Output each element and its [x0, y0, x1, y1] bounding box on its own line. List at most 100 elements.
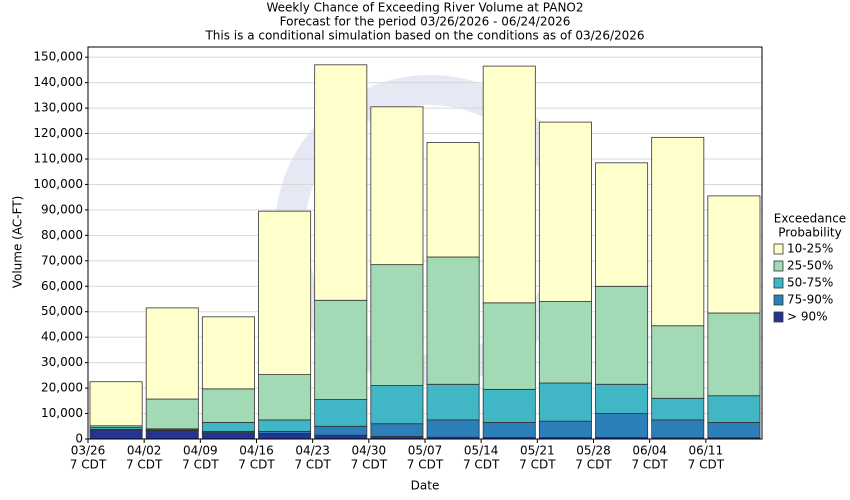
y-tick-label: 140,000 [33, 75, 83, 89]
x-tick-label: 05/07 [408, 444, 443, 458]
x-tick-sublabel: 7 CDT [294, 458, 331, 472]
bar-segment [651, 419, 705, 439]
y-tick-label: 20,000 [41, 381, 83, 395]
bar-segment [538, 382, 592, 422]
bar-segment [651, 136, 705, 327]
bar-segment [89, 429, 143, 440]
chart-subtitle: Forecast for the period 03/26/2026 - 06/… [280, 15, 571, 29]
x-tick-label: 04/30 [352, 444, 387, 458]
bar-segment [651, 397, 705, 421]
bar-segment [595, 413, 649, 438]
bar-segment [707, 395, 761, 423]
x-tick-sublabel: 7 CDT [70, 458, 107, 472]
bar-segment [201, 388, 255, 423]
y-tick-label: 50,000 [41, 304, 83, 318]
legend-label: > 90% [787, 310, 828, 324]
bar-segment [314, 299, 368, 400]
x-tick-sublabel: 7 CDT [238, 458, 275, 472]
x-tick-label: 04/02 [127, 444, 162, 458]
bar-segment [201, 422, 255, 432]
bar-segment [314, 425, 368, 436]
x-tick-sublabel: 7 CDT [631, 458, 668, 472]
bar-segment [426, 256, 480, 385]
x-tick-label: 05/21 [520, 444, 555, 458]
bar-segment [201, 316, 255, 390]
bar-segment [707, 195, 761, 314]
bar-segment [595, 383, 649, 414]
x-tick-sublabel: 7 CDT [182, 458, 219, 472]
bar-segment [370, 106, 424, 266]
legend-title: Exceedance [774, 212, 846, 226]
bar-segment [426, 419, 480, 438]
y-tick-label: 60,000 [41, 279, 83, 293]
y-tick-label: 10,000 [41, 406, 83, 420]
bar-segment [258, 210, 312, 376]
y-tick-label: 100,000 [33, 177, 83, 191]
y-tick-label: 40,000 [41, 330, 83, 344]
legend-swatch [773, 277, 784, 289]
legend-label: 10-25% [787, 242, 833, 256]
x-tick-label: 03/26 [71, 444, 106, 458]
bar-segment [145, 430, 199, 440]
bar-segment [201, 432, 255, 440]
bar-segment [370, 385, 424, 425]
bar-segment [538, 420, 592, 438]
y-tick-label: 150,000 [33, 50, 83, 64]
legend-label: 25-50% [787, 259, 833, 273]
chart-subtitle: This is a conditional simulation based o… [204, 29, 644, 43]
bar-segment [595, 285, 649, 385]
x-tick-label: 05/14 [464, 444, 499, 458]
bar-segment [258, 374, 312, 421]
bar-segment [314, 64, 368, 301]
bar-segment [482, 388, 536, 423]
bar-segment [370, 264, 424, 386]
y-tick-label: 0 [75, 432, 83, 446]
bar-segment [145, 307, 199, 400]
x-tick-sublabel: 7 CDT [519, 458, 556, 472]
bar-segment [89, 381, 143, 427]
bar-segment [707, 422, 761, 439]
bar-segment [314, 434, 368, 440]
bar-segment [707, 312, 761, 397]
bar-segment [482, 422, 536, 438]
x-axis-title: Date [411, 479, 440, 493]
bar-segment [482, 65, 536, 304]
x-tick-label: 05/28 [576, 444, 611, 458]
y-tick-label: 90,000 [41, 202, 83, 216]
bar-segment [482, 302, 536, 390]
bar-segment [314, 399, 368, 427]
bar-segment [651, 325, 705, 399]
y-tick-label: 70,000 [41, 253, 83, 267]
legend-title: Probability [778, 226, 841, 240]
y-tick-label: 80,000 [41, 228, 83, 242]
x-tick-sublabel: 7 CDT [126, 458, 163, 472]
bar-segment [145, 398, 199, 430]
legend-label: 75-90% [787, 293, 833, 307]
x-tick-sublabel: 7 CDT [407, 458, 444, 472]
bar-segment [426, 383, 480, 421]
bar-segment [538, 301, 592, 384]
y-tick-label: 130,000 [33, 101, 83, 115]
x-tick-label: 06/11 [689, 444, 724, 458]
y-tick-label: 120,000 [33, 126, 83, 140]
x-tick-sublabel: 7 CDT [688, 458, 725, 472]
legend-swatch [773, 260, 784, 272]
bar-segment [370, 423, 424, 437]
legend-swatch [773, 311, 784, 323]
bar-segment [595, 162, 649, 287]
bar-segment [426, 142, 480, 258]
x-tick-label: 06/04 [632, 444, 667, 458]
legend-swatch [773, 243, 784, 255]
bar-segment [258, 419, 312, 432]
y-tick-label: 30,000 [41, 355, 83, 369]
chart-title: Weekly Chance of Exceeding River Volume … [266, 1, 583, 15]
legend-swatch [773, 294, 784, 306]
bar-segment [538, 121, 592, 302]
y-axis-title: Volume (AC-FT) [11, 196, 25, 289]
x-tick-label: 04/23 [295, 444, 330, 458]
x-tick-sublabel: 7 CDT [463, 458, 500, 472]
x-tick-label: 04/09 [183, 444, 218, 458]
y-tick-label: 110,000 [33, 152, 83, 166]
legend-label: 50-75% [787, 276, 833, 290]
